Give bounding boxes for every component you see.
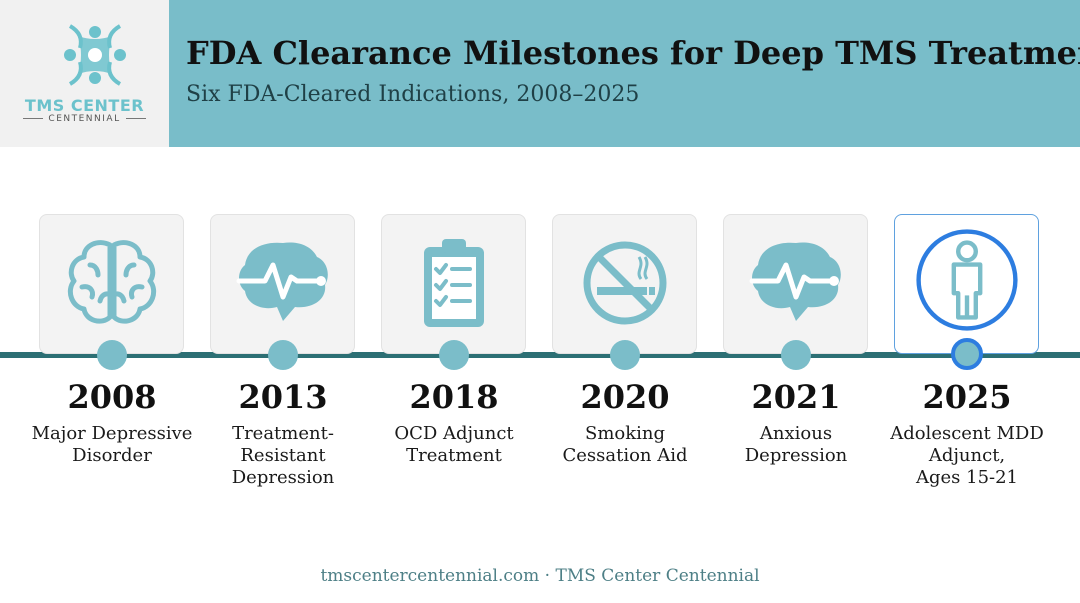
milestone-label: Major Depressive Disorder [31, 423, 193, 466]
brain-icon [67, 240, 157, 324]
logo-name: TMS CENTER [24, 96, 145, 115]
header: TMS CENTER CENTENNIAL FDA Clearance Mile… [0, 0, 1080, 147]
title-band: FDA Clearance Milestones for Deep TMS Tr… [169, 0, 1080, 147]
milestone-label: Adolescent MDD Adjunct, Ages 15-21 [890, 423, 1044, 488]
milestone-label: Smoking Cessation Aid [562, 423, 688, 466]
footer: tmscentercentennial.com · TMS Center Cen… [320, 566, 760, 586]
milestone-card-2021 [723, 214, 868, 354]
milestone-label: Treatment- Resistant Depression [231, 423, 335, 488]
timeline-dot-2013 [268, 340, 298, 370]
page-title: FDA Clearance Milestones for Deep TMS Tr… [186, 34, 1080, 72]
logo: TMS CENTER CENTENNIAL [0, 0, 169, 147]
timeline-dot-2021 [781, 340, 811, 370]
milestone-year: 2020 [580, 378, 670, 416]
timeline-line [0, 352, 1080, 358]
page-subtitle: Six FDA-Cleared Indications, 2008–2025 [186, 82, 640, 107]
milestone-year: 2008 [67, 378, 157, 416]
milestone-label: OCD Adjunct Treatment [394, 423, 514, 466]
logo-icon [64, 24, 126, 86]
timeline-dot-2018 [439, 340, 469, 370]
person-icon [916, 229, 1018, 331]
milestone-card-2013 [210, 214, 355, 354]
milestone-card-2008 [39, 214, 184, 354]
no-smoking-icon [583, 241, 667, 325]
brain-pulse-icon [749, 242, 841, 321]
timeline-dot-2008 [97, 340, 127, 370]
milestone-year: 2025 [922, 378, 1012, 416]
milestone-year: 2018 [409, 378, 499, 416]
timeline-dot-2025 [951, 338, 983, 370]
milestone-card-2025 [894, 214, 1039, 354]
clipboard-checklist-icon [424, 239, 484, 327]
brain-pulse-icon [236, 242, 328, 321]
milestone-label: Anxious Depression [744, 423, 848, 466]
milestone-card-2020 [552, 214, 697, 354]
milestone-year: 2013 [238, 378, 328, 416]
logo-subname: CENTENNIAL [0, 114, 169, 124]
milestone-card-2018 [381, 214, 526, 354]
timeline-dot-2020 [610, 340, 640, 370]
milestone-year: 2021 [751, 378, 841, 416]
